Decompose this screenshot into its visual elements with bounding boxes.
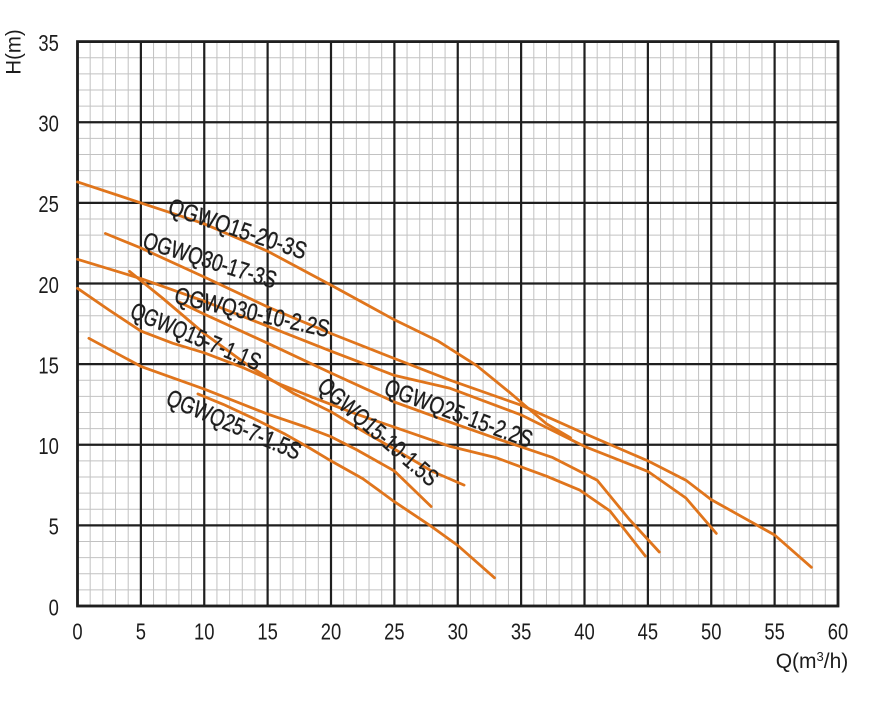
- svg-text:25: 25: [38, 192, 58, 217]
- svg-text:20: 20: [38, 273, 58, 298]
- svg-text:50: 50: [701, 619, 721, 644]
- svg-text:H(m): H(m): [2, 29, 25, 74]
- svg-text:0: 0: [49, 595, 59, 620]
- svg-text:35: 35: [38, 31, 58, 56]
- svg-text:Q(m3/h): Q(m3/h): [776, 649, 849, 673]
- svg-text:40: 40: [574, 619, 594, 644]
- svg-text:15: 15: [38, 354, 58, 379]
- svg-text:55: 55: [764, 619, 784, 644]
- svg-text:5: 5: [49, 515, 59, 540]
- svg-text:5: 5: [136, 619, 146, 644]
- svg-text:25: 25: [384, 619, 404, 644]
- svg-text:45: 45: [638, 619, 658, 644]
- svg-text:15: 15: [257, 619, 277, 644]
- svg-text:30: 30: [448, 619, 468, 644]
- svg-text:30: 30: [38, 112, 58, 137]
- svg-text:20: 20: [321, 619, 341, 644]
- svg-text:10: 10: [194, 619, 214, 644]
- svg-text:10: 10: [38, 434, 58, 459]
- svg-text:35: 35: [511, 619, 531, 644]
- svg-text:0: 0: [72, 619, 82, 644]
- svg-text:60: 60: [828, 619, 848, 644]
